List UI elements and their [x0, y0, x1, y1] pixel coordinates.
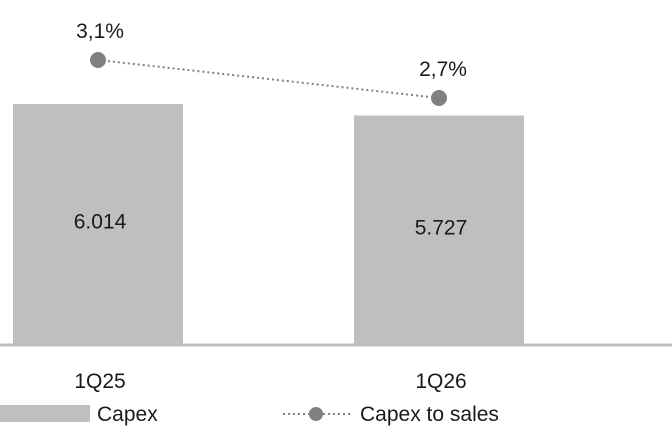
bar-1q25	[13, 104, 183, 345]
line-value-label: 2,7%	[419, 58, 467, 81]
legend-swatch-capex	[0, 405, 90, 422]
bar-value-label: 5.727	[415, 216, 468, 239]
legend-swatch-marker	[309, 407, 323, 421]
x-tick-labels: 1Q25 1Q26	[74, 370, 466, 393]
x-tick-label: 1Q25	[74, 370, 125, 393]
line-point-1q25	[90, 52, 106, 68]
line-point-1q26	[431, 90, 447, 106]
line-series-group: 3,1% 2,7%	[76, 20, 467, 106]
line-value-label: 3,1%	[76, 20, 124, 43]
legend: Capex Capex to sales	[0, 403, 499, 426]
legend-label-capex: Capex	[97, 403, 158, 426]
bar-labels-group: 6.014 5.727	[74, 211, 468, 240]
bars-group	[13, 104, 524, 345]
bar-value-label: 6.014	[74, 211, 127, 234]
legend-label-capex-to-sales: Capex to sales	[360, 403, 499, 426]
x-tick-label: 1Q26	[415, 370, 466, 393]
bar-1q26	[354, 115, 524, 345]
capex-to-sales-line	[97, 59, 440, 99]
